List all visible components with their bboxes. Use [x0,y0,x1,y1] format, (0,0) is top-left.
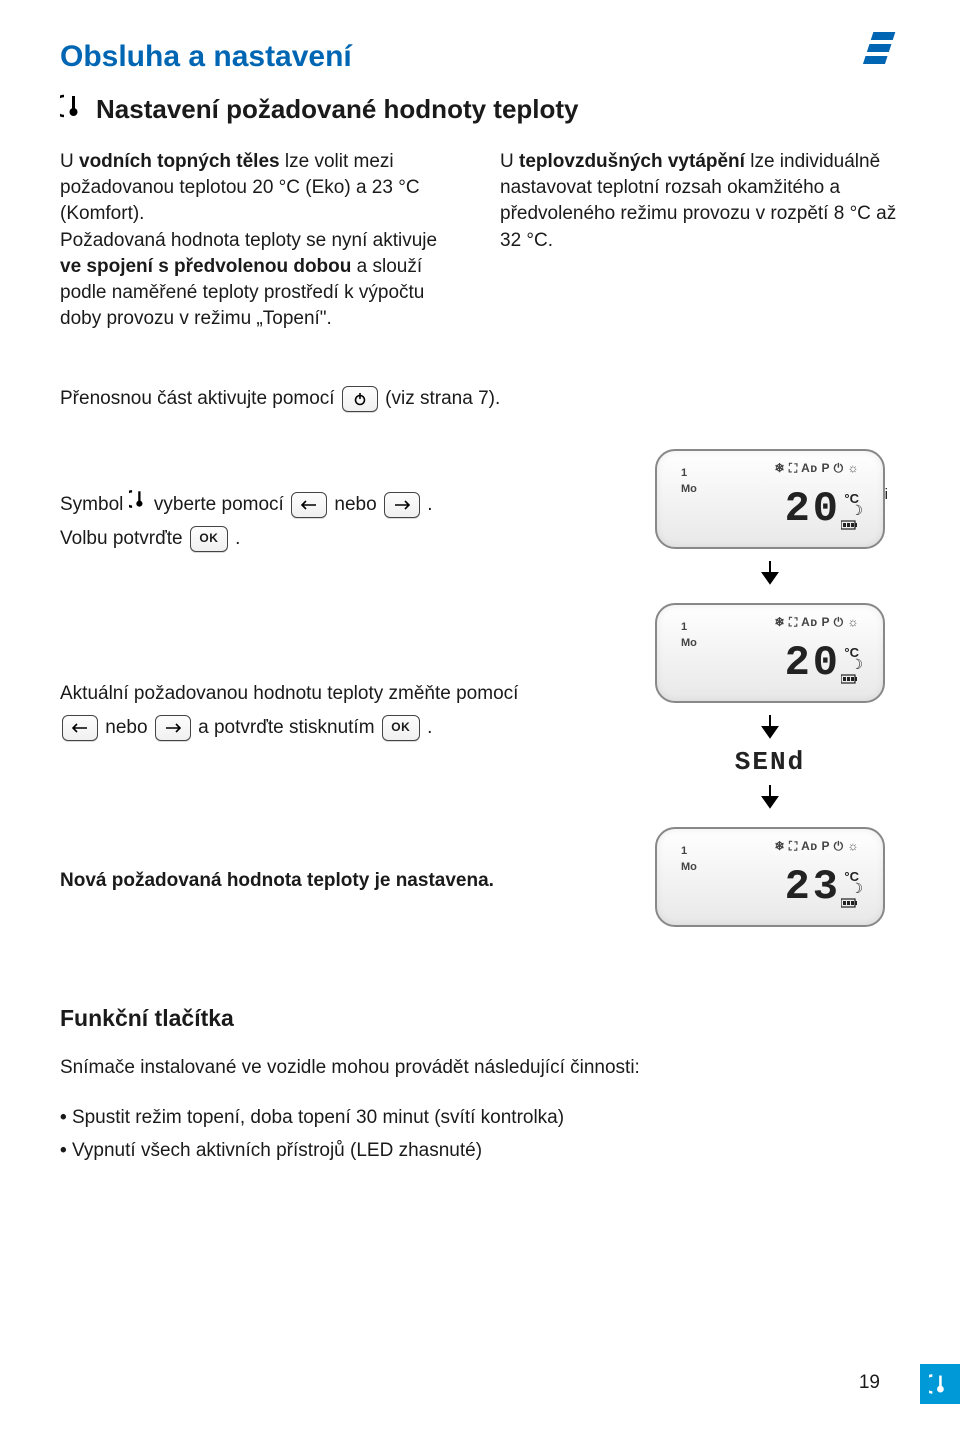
text: vyberte pomocí [154,494,289,515]
battery-icon [841,671,859,689]
step-change-temp: Aktuální požadovanou hodnotu teploty změ… [60,603,900,819]
section-subtitle: Nastavení požadované hodnoty teploty [60,92,900,127]
power-button-key [342,386,378,412]
display-iconrow: ❄ ⛶ Aᴅ P ⏻ ☼ [681,461,859,476]
page-tab [920,1364,960,1404]
arrow-down-icon [758,713,782,741]
display-iconrow: ❄ ⛶ Aᴅ P ⏻ ☼ [681,615,859,630]
subtitle-text: Nastavení požadované hodnoty teploty [96,94,579,125]
text-bold: ve spojení s předvolenou dobou [60,256,351,277]
device-display: 1 ❄ ⛶ Aᴅ P ⏻ ☼ Mo 23 °C ☽ [655,827,885,927]
list-item: Spustit režim topení, doba topení 30 min… [60,1102,900,1134]
text: nebo [105,717,153,738]
display-mo: Mo [681,483,697,495]
right-arrow-key [384,492,420,518]
text: Aktuální požadovanou hodnotu teploty změ… [60,683,518,704]
function-bullet-list: Spustit režim topení, doba topení 30 min… [60,1102,900,1167]
display-temp: 23 [785,863,841,911]
right-arrow-key [155,715,191,741]
text: Symbol [60,494,129,515]
device-display: 1 ❄ ⛶ Aᴅ P ⏻ ☼ Mo 20 °C ☽ [655,603,885,703]
display-preview-3: 1 ❄ ⛶ Aᴅ P ⏻ ☼ Mo 23 °C ☽ [640,827,900,935]
device-display: 1 ❄ ⛶ Aᴅ P ⏻ ☼ Mo 20 °C ☽ [655,449,885,549]
function-buttons-title: Funkční tlačítka [60,1005,900,1032]
display-iconrow: ❄ ⛶ Aᴅ P ⏻ ☼ [681,839,859,854]
display-preview-2: 1 ❄ ⛶ Aᴅ P ⏻ ☼ Mo 20 °C ☽ SENd [640,603,900,819]
text: . [235,528,240,549]
text: Požadovaná hodnota teploty se nyní aktiv… [60,230,437,251]
step-select-symbol: Symbol vyberte pomocí nebo . Volbu potvr… [60,449,900,595]
text-bold: teplovzdušných vytápění [519,151,745,172]
brand-logo [856,30,900,79]
display-send: SENd [735,747,805,777]
intro-columns: U vodních topných těles lze volit mezi p… [60,149,900,333]
display-one: 1 [681,845,687,857]
display-one: 1 [681,621,687,633]
arrow-down-icon [758,783,782,811]
left-arrow-key [291,492,327,518]
text: . [427,494,432,515]
step-done-text: Nová požadovaná hodnota teploty je nasta… [60,870,494,891]
text: (viz strana 7). [385,388,500,409]
text: nebo [334,494,382,515]
text: Přenosnou část aktivujte pomocí [60,388,340,409]
display-temp: 20 [785,639,841,687]
text: Volbu potvrďte [60,528,188,549]
text: U [60,151,79,172]
battery-icon [841,895,859,913]
display-temp: 20 [785,485,841,533]
ok-button-key: OK [382,715,420,741]
step-done: Nová požadovaná hodnota teploty je nasta… [60,827,900,935]
intro-right-column: U teplovzdušných vytápění lze individuál… [500,149,900,333]
list-item: Vypnutí všech aktivních přístrojů (LED z… [60,1135,900,1167]
intro-left-column: U vodních topných těles lze volit mezi p… [60,149,460,333]
arrow-down-icon [758,559,782,587]
ok-button-key: OK [190,526,228,552]
display-mo: Mo [681,637,697,649]
battery-icon [841,517,859,535]
display-one: 1 [681,467,687,479]
thermometer-icon [129,488,149,522]
text: U [500,151,519,172]
text: a potvrďte stisknutím [198,717,380,738]
text-bold: vodních topných těles [79,151,280,172]
page-number: 19 [859,1372,880,1394]
function-intro: Snímače instalované ve vozidle mohou pro… [60,1054,900,1083]
page-title: Obsluha a nastavení [60,40,900,74]
step-activate: Přenosnou část aktivujte pomocí (viz str… [60,383,900,415]
left-arrow-key [62,715,98,741]
text: . [427,717,432,738]
display-mo: Mo [681,861,697,873]
display-preview-1: 1 ❄ ⛶ Aᴅ P ⏻ ☼ Mo 20 °C ☽ [640,449,900,595]
thermometer-icon [60,92,86,127]
